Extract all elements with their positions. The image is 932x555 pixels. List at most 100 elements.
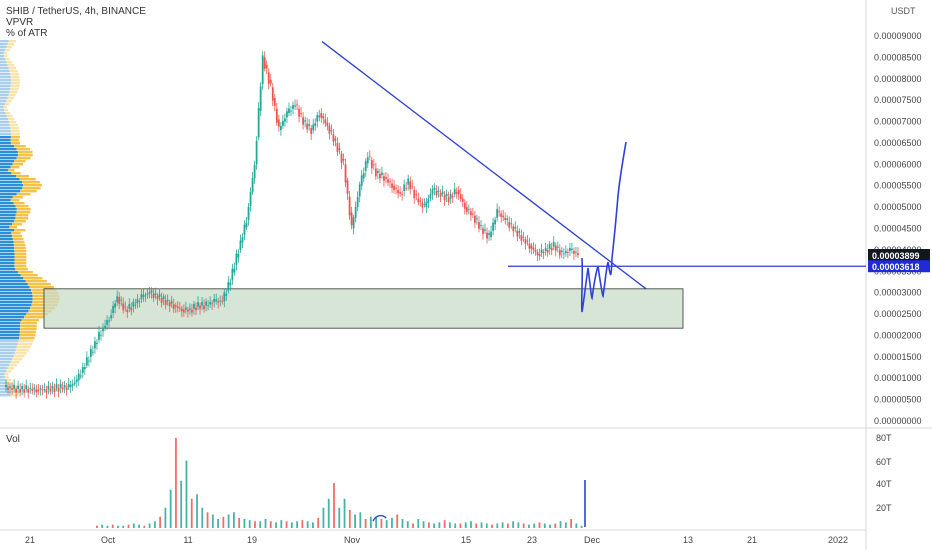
volume-arc-drawing — [372, 514, 387, 522]
candle-body — [182, 309, 185, 313]
vpvr-bar-down — [10, 79, 20, 82]
candle-body — [425, 201, 428, 208]
candle-body — [500, 213, 503, 217]
vpvr-bar-up — [0, 202, 14, 205]
volume-bar — [385, 520, 388, 528]
candle-body — [368, 155, 371, 157]
candle-body — [245, 222, 248, 228]
candle-body — [180, 308, 183, 312]
candle-body — [184, 307, 187, 310]
candle-body — [294, 105, 296, 107]
candle-body — [59, 383, 62, 388]
candle-body — [35, 389, 38, 393]
vpvr-bar-up — [0, 64, 8, 67]
price-tick-label: 0.00005500 — [874, 181, 922, 191]
vpvr-bar-up — [0, 82, 11, 85]
vpvr-bar-up — [0, 115, 7, 118]
candle-body — [455, 192, 458, 194]
candle-body — [494, 219, 497, 225]
candle-body — [195, 307, 197, 311]
vpvr-bar-down — [6, 46, 12, 49]
volume-bar — [364, 519, 367, 528]
candle-body — [469, 211, 472, 216]
candle-body — [108, 320, 110, 322]
volume-bar — [580, 525, 583, 528]
vpvr-bar-up — [0, 178, 20, 181]
vpvr-bar-down — [4, 376, 9, 379]
candle-body — [516, 230, 519, 237]
vpvr-bar-down — [13, 202, 25, 205]
candle-body — [122, 303, 125, 310]
indicator-vpvr: VPVR — [6, 17, 34, 28]
price-tick-label: 0.00005000 — [874, 202, 922, 212]
vpvr-bar-down — [7, 382, 14, 385]
candle-body — [478, 222, 480, 229]
vpvr-bar-down — [26, 313, 48, 316]
candle-body — [379, 173, 381, 179]
vpvr-bar-up — [0, 160, 15, 163]
vpvr-bar-up — [0, 223, 13, 226]
candle-body — [393, 185, 395, 190]
vpvr-bar-up — [0, 292, 33, 295]
candle-body — [334, 138, 337, 141]
vpvr-bar-down — [14, 265, 27, 268]
vpvr-bar-down — [11, 232, 21, 235]
vpvr-bar-down — [5, 49, 10, 52]
candle-body — [138, 301, 141, 303]
vpvr-bar-up — [0, 361, 11, 364]
candle-body — [314, 123, 317, 126]
volume-bar — [201, 507, 204, 528]
vpvr-bar-down — [29, 286, 54, 289]
volume-bar — [264, 519, 267, 528]
candle-body — [128, 303, 131, 309]
vpvr-bar-down — [14, 160, 26, 163]
candle-body — [199, 305, 201, 309]
candle-body — [253, 165, 256, 179]
vpvr-bar-down — [12, 163, 24, 166]
candle-body — [480, 225, 482, 227]
vpvr-bar-up — [0, 391, 10, 394]
vpvr-bar-up — [0, 268, 16, 271]
candle-body — [45, 389, 48, 393]
price-tick-label: 0.00006000 — [874, 159, 922, 169]
volume-bar — [317, 517, 320, 528]
candle-body — [381, 172, 383, 176]
vpvr-bar-down — [24, 316, 44, 319]
candle-body — [223, 292, 226, 302]
candle-body — [346, 180, 349, 194]
candle-body — [191, 309, 193, 313]
vpvr-bar-down — [7, 97, 14, 100]
candle-body — [148, 292, 151, 294]
vpvr-bar-up — [0, 94, 9, 97]
volume-bar — [517, 522, 520, 528]
candle-body — [211, 303, 214, 305]
volume-bar — [538, 522, 541, 528]
vpvr-bar-up — [0, 316, 25, 319]
vpvr-bar-down — [17, 343, 33, 346]
vpvr-bar-up — [0, 232, 12, 235]
candle-body — [542, 252, 545, 254]
candle-body — [197, 302, 199, 307]
vpvr-bar-down — [14, 262, 27, 265]
vpvr-bar-down — [16, 346, 31, 349]
candle-body — [39, 388, 42, 390]
candle-body — [189, 308, 191, 310]
candle-body — [146, 293, 149, 295]
vpvr-bar-down — [6, 370, 12, 373]
candle-body — [492, 222, 494, 231]
vpvr-bar-up — [0, 301, 33, 304]
vpvr-bar-up — [0, 88, 11, 91]
vpvr-bar-up — [0, 55, 5, 58]
candle-body — [209, 302, 212, 305]
candle-body — [360, 175, 363, 186]
vpvr-bar-up — [0, 367, 8, 370]
candle-layer — [5, 51, 579, 399]
candle-body — [556, 246, 559, 248]
candle-body — [391, 183, 393, 188]
symbol-title: SHIB / TetherUS, 4h, BINANCE — [6, 6, 146, 17]
candle-body — [504, 217, 507, 221]
candle-body — [85, 357, 88, 366]
candle-body — [453, 188, 456, 195]
candle-body — [320, 113, 323, 118]
